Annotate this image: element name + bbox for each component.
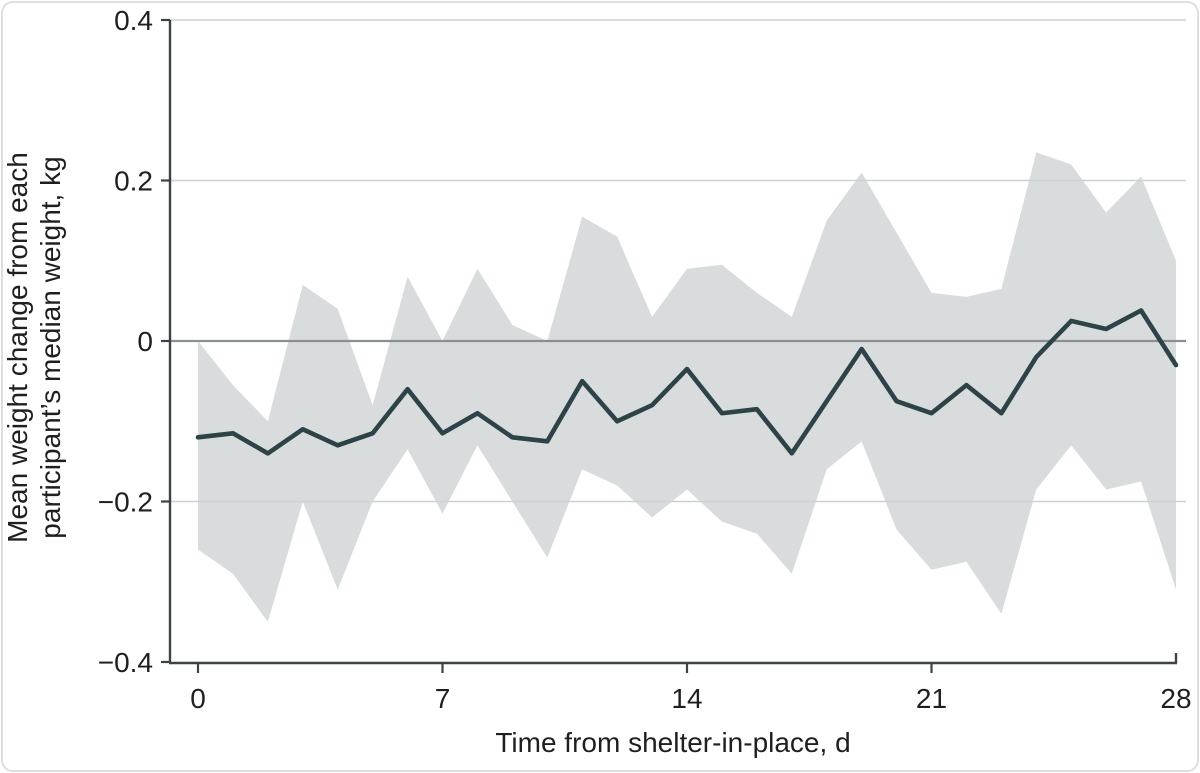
y-tick-label-0.2: 0.2	[114, 166, 153, 197]
y-axis-label-line1: Mean weight change from each	[2, 152, 33, 543]
axis-layer	[161, 18, 1178, 673]
x-tick-label-7: 7	[435, 683, 451, 714]
confidence-band-layer	[198, 152, 1176, 622]
tick-label-layer: 0.4 0.2 0 −0.2 −0.4 0 7 14 21 28	[98, 5, 1192, 714]
y-tick-label-0: 0	[137, 326, 153, 357]
y-axis-label-line2: participant’s median weight, kg	[35, 156, 66, 538]
gridline-layer	[170, 19, 1186, 503]
y-tick-label--0.4: −0.4	[98, 647, 153, 678]
series-line-layer	[195, 308, 1179, 456]
x-tick-label-14: 14	[671, 683, 702, 714]
x-tick-label-28: 28	[1160, 683, 1191, 714]
y-tick-label-0.4: 0.4	[114, 5, 153, 36]
y-tick-label--0.2: −0.2	[98, 487, 153, 518]
x-tick-label-0: 0	[190, 683, 206, 714]
x-axis-label: Time from shelter-in-place, d	[495, 727, 850, 758]
confidence-band	[198, 152, 1176, 622]
mean-weight-line	[195, 308, 1179, 456]
x-tick-label-21: 21	[916, 683, 947, 714]
